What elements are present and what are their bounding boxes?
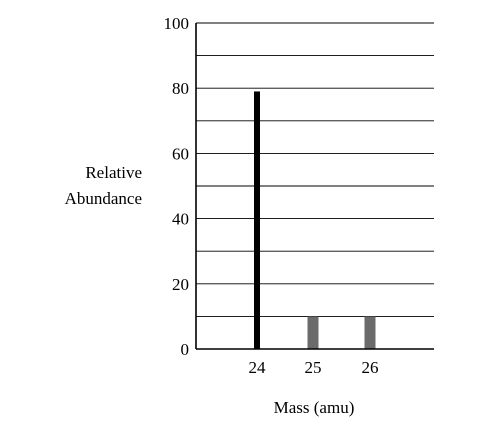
y-tick-label: 40 <box>172 210 189 229</box>
bar-mass-26 <box>364 316 376 349</box>
x-tick-label: 26 <box>362 358 379 377</box>
y-tick-label: 80 <box>172 79 189 98</box>
y-tick-label: 20 <box>172 275 189 294</box>
y-axis-label-line-1: Relative <box>85 163 142 182</box>
y-tick-labels: 0 20 40 60 80 100 <box>164 14 190 359</box>
y-axis-label-line-2: Abundance <box>65 189 142 208</box>
x-tick-label: 24 <box>249 358 267 377</box>
y-tick-label: 100 <box>164 14 190 33</box>
x-tick-label: 25 <box>305 358 322 377</box>
gridlines <box>196 22 434 317</box>
y-tick-label: 0 <box>181 340 190 359</box>
bar-mass-24 <box>254 91 260 350</box>
bar-mass-25 <box>307 316 319 349</box>
y-tick-label: 60 <box>172 144 189 163</box>
bars <box>254 91 376 350</box>
x-axis-label: Mass (amu) <box>274 398 355 417</box>
x-tick-labels: 24 25 26 <box>249 358 379 377</box>
